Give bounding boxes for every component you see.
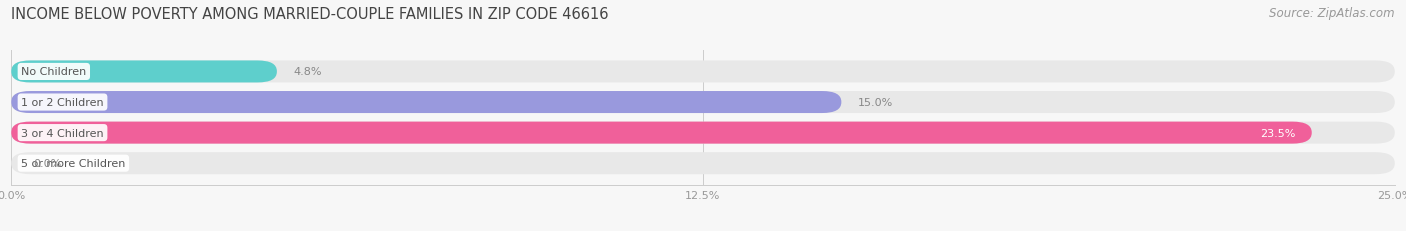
Text: 1 or 2 Children: 1 or 2 Children <box>21 98 104 108</box>
Text: 0.0%: 0.0% <box>34 158 62 168</box>
FancyBboxPatch shape <box>11 122 1395 144</box>
Text: 4.8%: 4.8% <box>294 67 322 77</box>
FancyBboxPatch shape <box>11 61 1395 83</box>
Text: 5 or more Children: 5 or more Children <box>21 158 125 168</box>
FancyBboxPatch shape <box>11 61 277 83</box>
Text: 3 or 4 Children: 3 or 4 Children <box>21 128 104 138</box>
FancyBboxPatch shape <box>11 92 1395 114</box>
FancyBboxPatch shape <box>11 92 841 114</box>
Text: 23.5%: 23.5% <box>1260 128 1295 138</box>
Text: Source: ZipAtlas.com: Source: ZipAtlas.com <box>1270 7 1395 20</box>
Text: 15.0%: 15.0% <box>858 98 893 108</box>
Text: No Children: No Children <box>21 67 86 77</box>
Text: INCOME BELOW POVERTY AMONG MARRIED-COUPLE FAMILIES IN ZIP CODE 46616: INCOME BELOW POVERTY AMONG MARRIED-COUPL… <box>11 7 609 22</box>
FancyBboxPatch shape <box>11 152 1395 174</box>
FancyBboxPatch shape <box>11 122 1312 144</box>
